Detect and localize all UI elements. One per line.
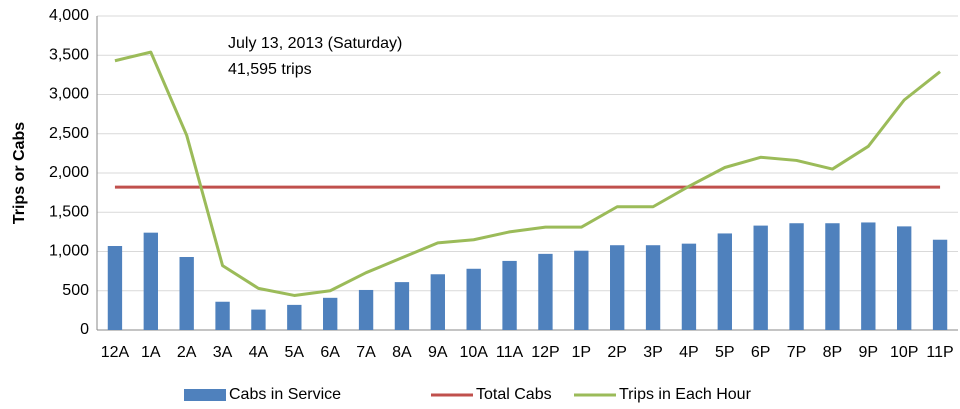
x-tick-label: 5A bbox=[285, 344, 305, 361]
bar bbox=[179, 256, 194, 330]
x-tick-label: 1P bbox=[572, 344, 592, 361]
bar bbox=[107, 246, 123, 330]
x-tick-label: 2A bbox=[177, 344, 197, 361]
y-tick-label: 0 bbox=[80, 321, 89, 338]
bar bbox=[681, 243, 697, 330]
y-tick-label: 2,000 bbox=[49, 164, 89, 181]
line bbox=[114, 50, 941, 297]
x-tick-label: 9P bbox=[859, 344, 879, 361]
x-tick-label: 3P bbox=[643, 344, 663, 361]
x-tick-label: 6P bbox=[751, 344, 771, 361]
bar bbox=[287, 304, 302, 330]
annotation: July 13, 2013 (Saturday) bbox=[228, 35, 402, 52]
bar bbox=[932, 239, 948, 330]
bar bbox=[502, 260, 517, 330]
bar bbox=[753, 225, 768, 330]
x-tick-label: 11A bbox=[496, 344, 524, 361]
bar bbox=[323, 297, 338, 330]
bar bbox=[825, 223, 840, 330]
x-tick-label: 6A bbox=[320, 344, 340, 361]
x-tick-label: 9A bbox=[428, 344, 448, 361]
y-tick-label: 3,500 bbox=[49, 46, 89, 63]
bar bbox=[717, 233, 732, 330]
annotation: 41,595 trips bbox=[228, 61, 312, 78]
bar bbox=[358, 289, 374, 330]
bar bbox=[251, 309, 266, 330]
bar bbox=[215, 301, 230, 330]
bar bbox=[466, 268, 481, 330]
x-tick-label: 10A bbox=[459, 344, 488, 361]
x-tick-label: 4A bbox=[249, 344, 269, 361]
y-tick-label: 500 bbox=[62, 282, 89, 299]
x-tick-label: 12P bbox=[531, 344, 559, 361]
legend-label: Cabs in Service bbox=[229, 386, 341, 403]
x-tick-label: 2P bbox=[607, 344, 627, 361]
y-tick-label: 1,500 bbox=[49, 203, 89, 220]
legend-label: Trips in Each Hour bbox=[619, 386, 752, 403]
y-tick-label: 2,500 bbox=[49, 125, 89, 142]
bar bbox=[789, 223, 804, 330]
x-tick-label: 7P bbox=[787, 344, 807, 361]
x-tick-label: 8P bbox=[823, 344, 843, 361]
bar bbox=[897, 226, 912, 330]
bar bbox=[143, 232, 158, 330]
x-tick-label: 8A bbox=[392, 344, 412, 361]
y-axis-label: Trips or Cabs bbox=[11, 122, 28, 224]
bar bbox=[430, 274, 445, 330]
bar bbox=[645, 245, 661, 330]
x-tick-label: 10P bbox=[890, 344, 918, 361]
y-tick-label: 3,000 bbox=[49, 86, 89, 103]
bar bbox=[861, 222, 876, 330]
x-tick-label: 1A bbox=[141, 344, 161, 361]
y-tick-label: 1,000 bbox=[49, 243, 89, 260]
x-tick-label: 12A bbox=[101, 344, 130, 361]
bar bbox=[574, 250, 589, 330]
bar bbox=[610, 245, 625, 330]
bar bbox=[394, 282, 410, 330]
x-tick-label: 3A bbox=[213, 344, 233, 361]
x-tick-label: 7A bbox=[356, 344, 376, 361]
x-tick-label: 11P bbox=[926, 344, 953, 361]
x-tick-label: 4P bbox=[679, 344, 699, 361]
legend-swatch bbox=[184, 389, 226, 401]
bar bbox=[538, 253, 553, 330]
x-tick-label: 5P bbox=[715, 344, 735, 361]
y-tick-label: 4,000 bbox=[49, 7, 89, 24]
legend-label: Total Cabs bbox=[476, 386, 552, 403]
